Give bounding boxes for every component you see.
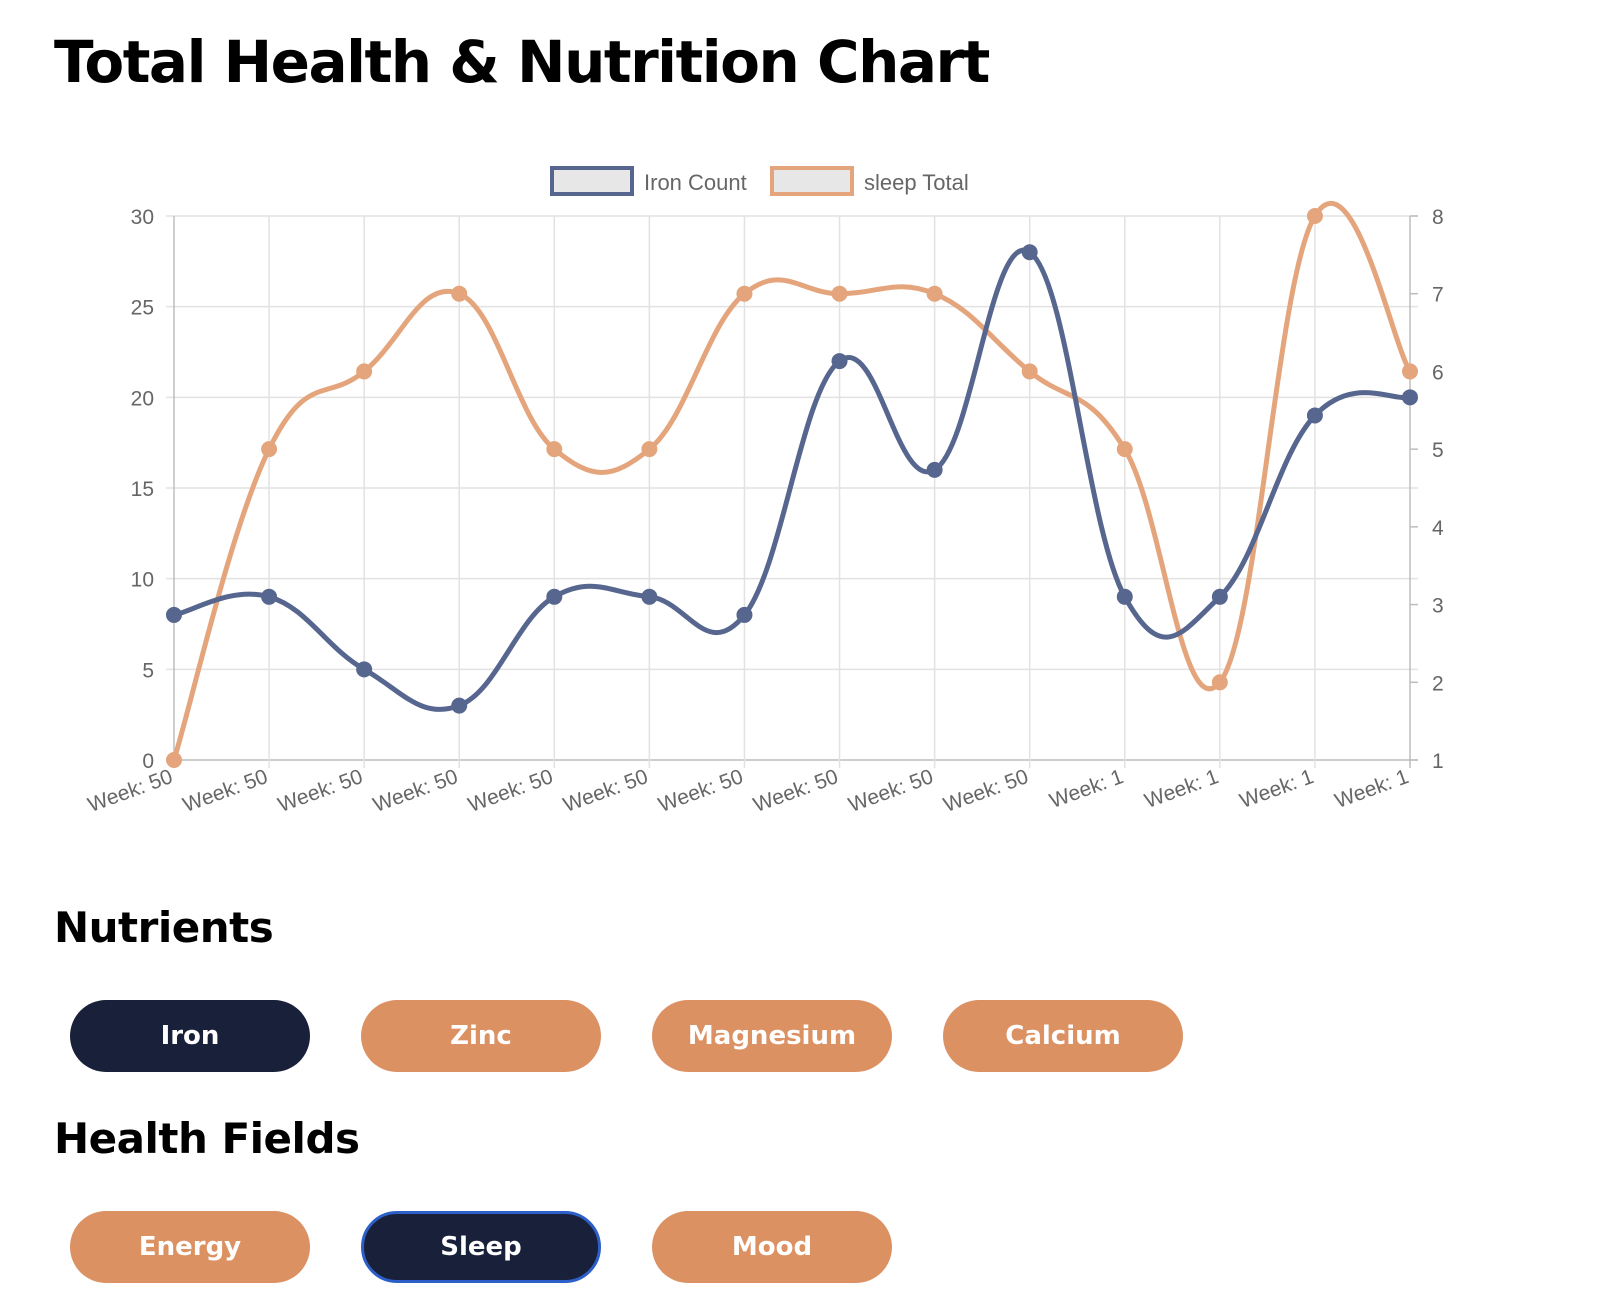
- sleep-total-point: [166, 752, 182, 768]
- sleep-total-point: [451, 285, 468, 302]
- sleep-total-point: [1211, 674, 1228, 691]
- y-left-tick-label: 10: [131, 569, 154, 592]
- sleep-total-legend-swatch: [770, 166, 854, 196]
- iron-count-point: [926, 461, 943, 478]
- y-right-tick-label: 3: [1432, 595, 1444, 618]
- iron-count-point: [1116, 588, 1133, 605]
- sleep-total-point: [1306, 208, 1323, 224]
- x-tick-label: Week: 50: [941, 765, 1032, 817]
- x-tick-label: Week: 50: [180, 765, 271, 817]
- y-right-tick-label: 7: [1432, 284, 1444, 307]
- iron-count-point: [641, 588, 658, 605]
- iron-count-legend-label: Iron Count: [644, 170, 747, 195]
- x-tick-label: Week: 50: [845, 765, 936, 817]
- iron-count-point: [736, 606, 753, 623]
- y-right-tick-label: 1: [1432, 750, 1444, 773]
- y-left-tick-label: 0: [142, 750, 154, 773]
- sleep-total-point: [736, 285, 753, 302]
- chart-grid: [166, 215, 1418, 768]
- x-tick-label: Week: 1: [1142, 765, 1222, 813]
- energy-button[interactable]: Energy: [70, 1211, 310, 1283]
- iron-count-point: [356, 661, 373, 678]
- y-left-tick-label: 30: [131, 206, 154, 229]
- chart-series: [166, 201, 1418, 768]
- sleep-total-point: [261, 441, 278, 458]
- sleep-button[interactable]: Sleep: [361, 1211, 601, 1283]
- iron-count-point: [166, 606, 182, 623]
- y-right-tick-label: 4: [1432, 517, 1444, 540]
- mood-button[interactable]: Mood: [652, 1211, 892, 1283]
- y-right-tick-label: 5: [1432, 439, 1444, 462]
- iron-count-point: [1021, 244, 1038, 261]
- sleep-total-point: [356, 363, 373, 380]
- health-field-button-group: Energy Sleep Mood: [70, 1211, 892, 1283]
- page-title: Total Health & Nutrition Chart: [54, 28, 990, 96]
- iron-count-point: [831, 353, 848, 370]
- sleep-total-point: [1402, 363, 1418, 380]
- iron-count-point: [546, 588, 563, 605]
- chart-legend: Iron Count sleep Total: [550, 166, 969, 196]
- x-axis: Week: 50 Week: 50 Week: 50 Week: 50 Week: 50…: [85, 765, 1412, 817]
- iron-count-point: [451, 697, 468, 714]
- nutrients-heading: Nutrients: [54, 903, 274, 952]
- iron-count-point: [1306, 407, 1323, 424]
- x-tick-label: Week: 1: [1047, 765, 1127, 813]
- x-tick-label: Week: 50: [655, 765, 746, 817]
- sleep-total-point: [1116, 441, 1133, 458]
- sleep-total-legend-label: sleep Total: [864, 170, 969, 195]
- y-left-tick-label: 15: [131, 478, 154, 501]
- iron-count-legend-swatch: [550, 166, 634, 196]
- x-tick-label: Week: 50: [275, 765, 366, 817]
- x-tick-label: Week: 50: [370, 765, 461, 817]
- nutrient-button-group: Iron Zinc Magnesium Calcium: [70, 1000, 1183, 1072]
- line-chart: Iron Count sleep Total 0 5 10 15 20 25 30 1 2 3 4 5…: [85, 166, 1444, 817]
- calcium-button[interactable]: Calcium: [943, 1000, 1183, 1072]
- y-left-tick-label: 20: [131, 387, 154, 410]
- y-right-tick-label: 8: [1432, 206, 1444, 229]
- iron-count-point: [1402, 389, 1418, 406]
- x-tick-label: Week: 50: [85, 765, 176, 817]
- sleep-total-point: [641, 441, 658, 458]
- y-right-tick-label: 2: [1432, 672, 1444, 695]
- sleep-total-point: [546, 441, 563, 458]
- x-tick-label: Week: 1: [1237, 765, 1317, 813]
- x-tick-label: Week: 50: [560, 765, 651, 817]
- sleep-total-point: [926, 285, 943, 302]
- iron-count-line: [171, 247, 1413, 712]
- x-tick-label: Week: 50: [465, 765, 556, 817]
- x-tick-label: Week: 50: [750, 765, 841, 817]
- iron-button[interactable]: Iron: [70, 1000, 310, 1072]
- iron-count-point: [1211, 588, 1228, 605]
- y-axis-left: 0 5 10 15 20 25 30: [131, 206, 154, 773]
- y-left-tick-label: 25: [131, 297, 154, 320]
- magnesium-button[interactable]: Magnesium: [652, 1000, 892, 1072]
- y-axis-right: 1 2 3 4 5 6 7 8: [1410, 206, 1444, 773]
- health-fields-heading: Health Fields: [54, 1114, 360, 1163]
- y-right-tick-label: 6: [1432, 361, 1444, 384]
- iron-count-point: [261, 588, 278, 605]
- y-left-tick-label: 5: [142, 659, 154, 682]
- zinc-button[interactable]: Zinc: [361, 1000, 601, 1072]
- x-tick-label: Week: 1: [1332, 765, 1412, 813]
- sleep-total-point: [1021, 363, 1038, 380]
- sleep-total-point: [831, 285, 848, 302]
